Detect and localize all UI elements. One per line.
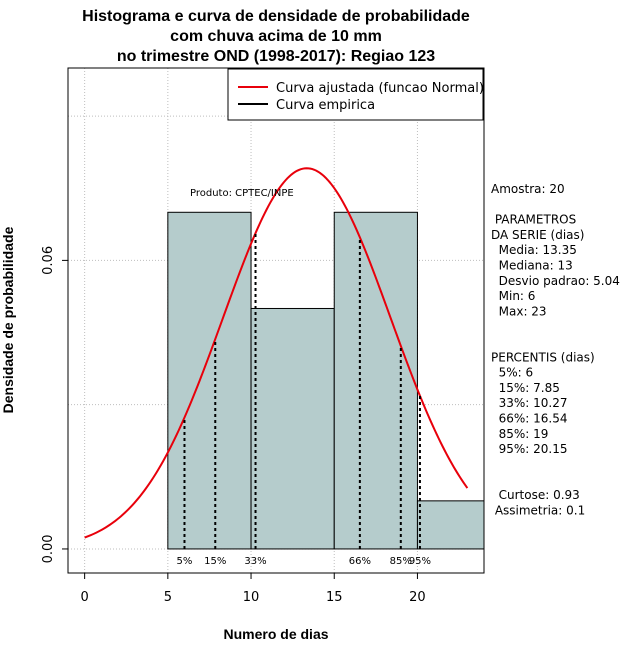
title-line-2: com chuva acima de 10 mm [170,28,382,45]
stats-line: PARAMETROS [491,213,576,227]
legend-label-fitted: Curva ajustada (funcao Normal) [276,81,484,96]
percentile-label: 5% [177,556,193,567]
fitted-curve-line [84,167,469,539]
x-tick-label: 20 [409,590,426,605]
stats-line: Media: 13.35 [491,243,577,257]
title-line-1: Histograma e curva de densidade de proba… [82,8,470,25]
stats-line: Mediana: 13 [491,259,573,273]
percentile-label: 66% [349,556,371,567]
histogram-bar [416,500,485,550]
stats-line: Curtose: 0.93 [491,488,580,502]
stats-line: 5%: 6 [491,366,533,380]
stats-line: 15%: 7.85 [491,381,560,395]
stats-line: DA SERIE (dias) [491,228,584,242]
legend: Curva ajustada (funcao Normal) Curva emp… [227,68,484,121]
stats-line: 85%: 19 [491,427,548,441]
histogram-bar [250,307,335,550]
stats-line: Min: 6 [491,289,535,303]
fitted-curve [84,167,469,539]
x-axis-label: Numero de dias [223,626,328,642]
chart-title: Histograma e curva de densidade de proba… [82,8,470,65]
x-tick-label: 5 [164,590,172,605]
x-tick-label: 15 [326,590,343,605]
stats-line: Desvio padrao: 5.04 [491,274,620,288]
stats-line: 66%: 16.54 [491,412,568,426]
x-tick-label: 10 [243,590,260,605]
axes: 0 5 10 15 20 0.00 0.06 [41,246,426,605]
product-note: Produto: CPTEC/INPE [190,188,294,199]
stats-line: Max: 23 [491,304,547,318]
percentile-lines: 5% 15% 33% 66% 85%95% [177,233,431,567]
x-tick-label: 0 [80,590,88,605]
legend-label-empirical: Curva empirica [276,98,375,113]
y-tick-label: 0.00 [41,534,56,563]
percentile-label: 15% [204,556,226,567]
percentile-label: 85% [390,556,412,567]
plot-frame [67,67,485,574]
stats-line: PERCENTIS (dias) [491,350,595,364]
stats-line: Amostra: 20 [491,182,565,196]
percentile-label: 33% [244,556,266,567]
title-line-3: no trimestre OND (1998-2017): Regiao 123 [117,48,435,65]
histogram-bar [333,211,418,550]
histogram-bars [167,211,485,550]
y-tick-label: 0.06 [41,246,56,275]
stats-line: Assimetria: 0.1 [491,503,585,517]
histogram-bar [167,211,252,550]
y-axis-label: Densidade de probabilidade [0,226,16,413]
legend-box [227,68,484,121]
stats-line: 33%: 10.27 [491,396,568,410]
percentile-label: 95% [409,556,431,567]
stats-line: 95%: 20.15 [491,442,568,456]
